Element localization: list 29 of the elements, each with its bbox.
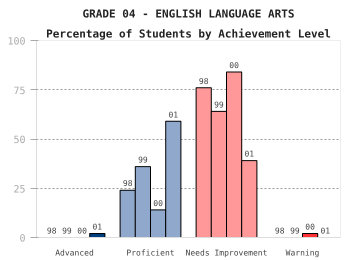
text: 99 <box>214 100 224 110</box>
y-tick-label: 25 <box>13 184 26 196</box>
series-label: 98 <box>122 179 133 188</box>
text: 00 <box>77 226 87 236</box>
text: 98 <box>274 226 285 236</box>
y-tick-label: 0 <box>19 234 26 244</box>
y-tick-label: 75 <box>13 86 26 97</box>
text: 98 <box>198 76 209 86</box>
text: 98 <box>46 226 57 236</box>
chart-subtitle: Percentage of Students by Achievement Level <box>46 28 331 40</box>
y-tick-label: 50 <box>13 135 26 146</box>
text: 99 <box>62 226 72 236</box>
text: 00 <box>305 222 315 232</box>
x-tick-label: Warning <box>286 248 320 258</box>
text: 99 <box>290 226 300 236</box>
series-label: 01 <box>92 222 102 232</box>
text: 01 <box>244 150 254 159</box>
series-label: 99 <box>138 156 148 165</box>
text: 01 <box>168 110 178 120</box>
y-tick-label: 100 <box>7 36 26 48</box>
chart-title: GRADE 04 - ENGLISH LANGUAGE ARTS <box>82 8 294 20</box>
x-tick-label: Proficient <box>126 248 175 258</box>
x-tick-label: Advanced <box>55 248 94 258</box>
bar <box>302 233 318 238</box>
bar <box>89 233 106 238</box>
text: 01 <box>320 226 330 236</box>
text: 00 <box>229 61 239 70</box>
series-label: 00 <box>153 198 164 208</box>
x-tick-label: Needs Improvement <box>186 248 268 258</box>
